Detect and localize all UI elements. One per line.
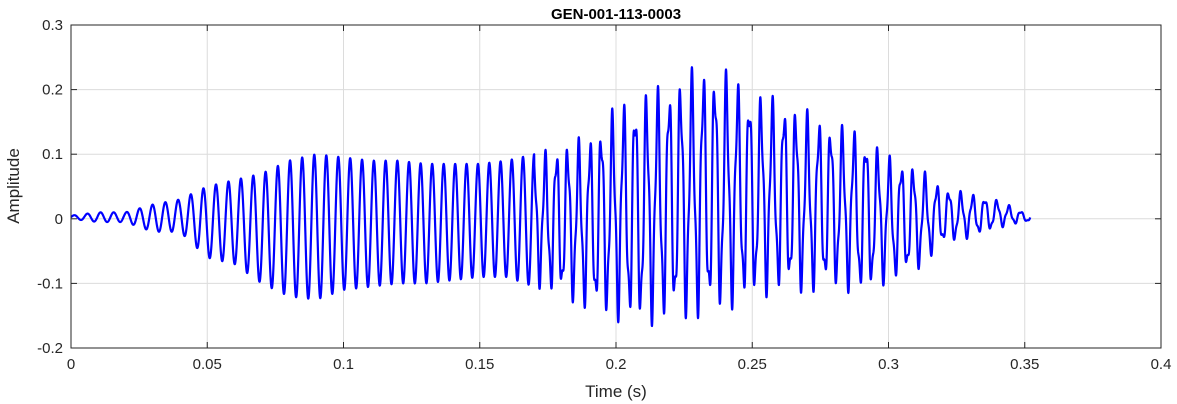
- x-tick-label: 0.3: [878, 356, 899, 373]
- y-tick-label: 0.2: [42, 82, 63, 99]
- y-tick-label: 0: [55, 211, 63, 228]
- x-tick-label: 0.2: [606, 356, 627, 373]
- y-axis-title: Amplitude: [4, 148, 23, 224]
- y-tick-label: 0.1: [42, 146, 63, 163]
- x-tick-label: 0.15: [465, 356, 494, 373]
- x-axis-ticks: 0 0.05 0.1 0.15 0.2 0.25 0.3 0.35 0.4: [67, 25, 1172, 373]
- x-tick-label: 0.05: [193, 356, 222, 373]
- y-tick-label: 0.3: [42, 17, 63, 34]
- chart-title: GEN-001-113-0003: [551, 6, 681, 23]
- x-tick-label: 0.1: [333, 356, 354, 373]
- y-tick-label: -0.2: [37, 340, 63, 357]
- x-axis-title: Time (s): [585, 382, 647, 401]
- x-tick-label: 0.4: [1151, 356, 1172, 373]
- x-tick-label: 0: [67, 356, 75, 373]
- amplitude-series-line: [70, 66, 1032, 328]
- x-tick-label: 0.25: [738, 356, 767, 373]
- y-axis-ticks: -0.2 -0.1 0 0.1 0.2 0.3: [37, 17, 1161, 357]
- series-group: [70, 66, 1032, 328]
- x-tick-label: 0.35: [1010, 356, 1039, 373]
- y-tick-label: -0.1: [37, 275, 63, 292]
